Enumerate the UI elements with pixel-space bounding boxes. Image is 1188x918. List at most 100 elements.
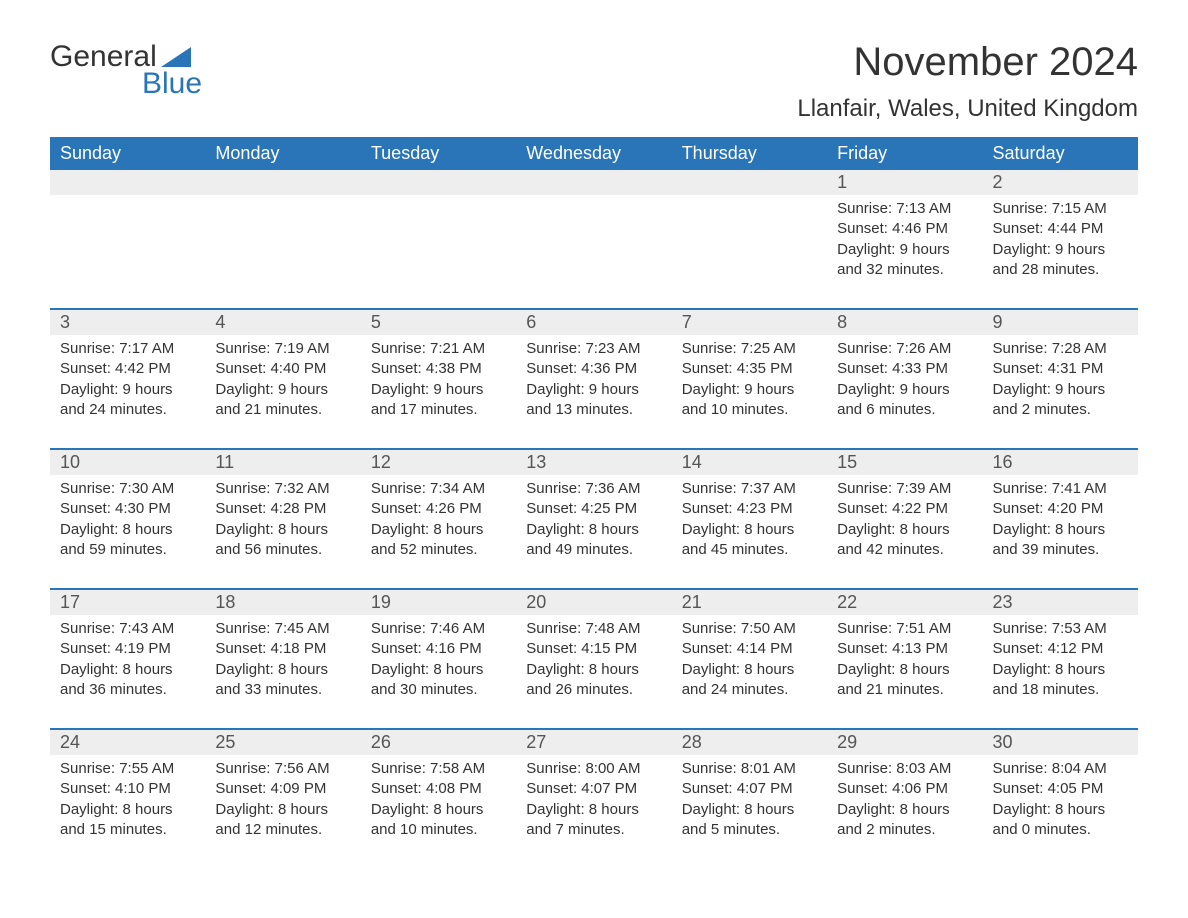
day-d2: and 56 minutes. [215, 540, 350, 560]
day-number-row: 24252627282930 [50, 730, 1138, 755]
day-sunrise: Sunrise: 7:26 AM [837, 339, 972, 359]
day-sunset: Sunset: 4:42 PM [60, 359, 195, 379]
day-data-row: Sunrise: 7:55 AMSunset: 4:10 PM Daylight:… [50, 755, 1138, 868]
day-data-cell [361, 195, 516, 309]
day-d2: and 26 minutes. [526, 680, 661, 700]
logo-word-1: General [50, 40, 157, 73]
day-d2: and 10 minutes. [371, 820, 506, 840]
day-number-cell: 18 [205, 590, 360, 615]
calendar-table: Sunday Monday Tuesday Wednesday Thursday… [50, 137, 1138, 868]
day-sunrise: Sunrise: 7:48 AM [526, 619, 661, 639]
day-sunrise: Sunrise: 7:37 AM [682, 479, 817, 499]
day-d2: and 15 minutes. [60, 820, 195, 840]
day-d2: and 0 minutes. [993, 820, 1128, 840]
day-data-cell: Sunrise: 7:23 AMSunset: 4:36 PMDaylight:… [516, 335, 671, 449]
day-sunrise: Sunrise: 7:50 AM [682, 619, 817, 639]
day-number-cell: 12 [361, 450, 516, 475]
day-data-cell: Sunrise: 7:39 AMSunset: 4:22 PMDaylight:… [827, 475, 982, 589]
day-sunset: Sunset: 4:30 PM [60, 499, 195, 519]
day-number-cell: 24 [50, 730, 205, 755]
day-number-cell: 11 [205, 450, 360, 475]
day-sunset: Sunset: 4:46 PM [837, 219, 972, 239]
day-d1: Daylight: 9 hours [371, 380, 506, 400]
day-d2: and 2 minutes. [837, 820, 972, 840]
day-data-cell [205, 195, 360, 309]
day-number-cell: 3 [50, 310, 205, 335]
day-sunrise: Sunrise: 7:45 AM [215, 619, 350, 639]
col-saturday: Saturday [983, 137, 1138, 170]
day-sunset: Sunset: 4:25 PM [526, 499, 661, 519]
day-number-cell [205, 170, 360, 195]
day-sunrise: Sunrise: 7:55 AM [60, 759, 195, 779]
day-d1: Daylight: 8 hours [993, 520, 1128, 540]
day-sunrise: Sunrise: 7:28 AM [993, 339, 1128, 359]
day-number-cell: 20 [516, 590, 671, 615]
day-d1: Daylight: 9 hours [60, 380, 195, 400]
day-sunrise: Sunrise: 7:58 AM [371, 759, 506, 779]
day-sunset: Sunset: 4:33 PM [837, 359, 972, 379]
day-data-cell: Sunrise: 7:46 AMSunset: 4:16 PMDaylight:… [361, 615, 516, 729]
day-sunrise: Sunrise: 7:25 AM [682, 339, 817, 359]
col-monday: Monday [205, 137, 360, 170]
day-d1: Daylight: 8 hours [682, 800, 817, 820]
day-sunset: Sunset: 4:35 PM [682, 359, 817, 379]
day-data-cell: Sunrise: 7:26 AMSunset: 4:33 PMDaylight:… [827, 335, 982, 449]
day-number-row: 3456789 [50, 310, 1138, 335]
day-data-cell: Sunrise: 8:04 AMSunset: 4:05 PMDaylight:… [983, 755, 1138, 868]
day-sunset: Sunset: 4:44 PM [993, 219, 1128, 239]
day-number-cell: 6 [516, 310, 671, 335]
day-sunrise: Sunrise: 8:00 AM [526, 759, 661, 779]
day-number-cell: 2 [983, 170, 1138, 195]
day-d2: and 52 minutes. [371, 540, 506, 560]
day-d2: and 24 minutes. [60, 400, 195, 420]
day-sunrise: Sunrise: 7:41 AM [993, 479, 1128, 499]
day-d2: and 59 minutes. [60, 540, 195, 560]
day-number-cell [361, 170, 516, 195]
day-d1: Daylight: 8 hours [60, 520, 195, 540]
col-friday: Friday [827, 137, 982, 170]
day-sunrise: Sunrise: 7:15 AM [993, 199, 1128, 219]
day-d1: Daylight: 8 hours [837, 800, 972, 820]
day-data-cell: Sunrise: 8:01 AMSunset: 4:07 PMDaylight:… [672, 755, 827, 868]
day-d1: Daylight: 8 hours [682, 520, 817, 540]
day-data-cell: Sunrise: 7:15 AMSunset: 4:44 PMDaylight:… [983, 195, 1138, 309]
day-sunset: Sunset: 4:10 PM [60, 779, 195, 799]
day-d2: and 24 minutes. [682, 680, 817, 700]
day-number-cell: 30 [983, 730, 1138, 755]
day-d1: Daylight: 9 hours [993, 380, 1128, 400]
day-sunset: Sunset: 4:07 PM [526, 779, 661, 799]
day-d1: Daylight: 8 hours [526, 660, 661, 680]
day-d2: and 13 minutes. [526, 400, 661, 420]
day-sunset: Sunset: 4:13 PM [837, 639, 972, 659]
day-d2: and 18 minutes. [993, 680, 1128, 700]
day-sunrise: Sunrise: 7:30 AM [60, 479, 195, 499]
day-sunset: Sunset: 4:31 PM [993, 359, 1128, 379]
day-sunset: Sunset: 4:28 PM [215, 499, 350, 519]
day-data-cell: Sunrise: 7:25 AMSunset: 4:35 PMDaylight:… [672, 335, 827, 449]
day-sunset: Sunset: 4:23 PM [682, 499, 817, 519]
day-d1: Daylight: 8 hours [526, 800, 661, 820]
day-sunset: Sunset: 4:26 PM [371, 499, 506, 519]
day-data-cell: Sunrise: 7:36 AMSunset: 4:25 PMDaylight:… [516, 475, 671, 589]
day-sunset: Sunset: 4:20 PM [993, 499, 1128, 519]
day-d2: and 7 minutes. [526, 820, 661, 840]
day-d1: Daylight: 9 hours [837, 240, 972, 260]
day-number-cell [672, 170, 827, 195]
day-sunset: Sunset: 4:14 PM [682, 639, 817, 659]
day-number-cell: 14 [672, 450, 827, 475]
day-d1: Daylight: 9 hours [526, 380, 661, 400]
day-data-cell: Sunrise: 7:41 AMSunset: 4:20 PMDaylight:… [983, 475, 1138, 589]
day-d2: and 28 minutes. [993, 260, 1128, 280]
day-d1: Daylight: 8 hours [682, 660, 817, 680]
day-sunset: Sunset: 4:12 PM [993, 639, 1128, 659]
day-data-cell: Sunrise: 7:17 AMSunset: 4:42 PMDaylight:… [50, 335, 205, 449]
day-d2: and 2 minutes. [993, 400, 1128, 420]
day-sunrise: Sunrise: 7:21 AM [371, 339, 506, 359]
day-d1: Daylight: 9 hours [682, 380, 817, 400]
col-wednesday: Wednesday [516, 137, 671, 170]
day-number-cell: 9 [983, 310, 1138, 335]
day-sunset: Sunset: 4:08 PM [371, 779, 506, 799]
day-sunset: Sunset: 4:09 PM [215, 779, 350, 799]
day-d1: Daylight: 8 hours [993, 800, 1128, 820]
day-data-cell: Sunrise: 8:03 AMSunset: 4:06 PMDaylight:… [827, 755, 982, 868]
